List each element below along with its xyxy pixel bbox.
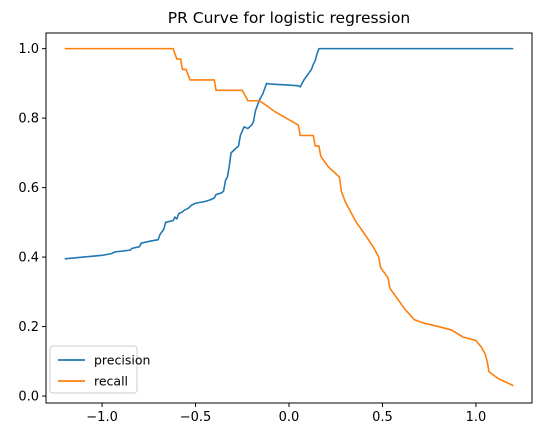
y-tick-label: 0.2 xyxy=(18,320,39,335)
x-tick-label: 0.5 xyxy=(372,410,393,425)
x-tick-label: −0.5 xyxy=(180,410,212,425)
y-tick-label: 1.0 xyxy=(18,42,39,57)
legend: precision recall xyxy=(49,345,150,394)
series-line-recall xyxy=(64,47,514,387)
series-layer xyxy=(64,47,514,387)
y-tick-label: 0.6 xyxy=(18,181,39,196)
x-tick-label: 0.0 xyxy=(279,410,300,425)
y-axis: 0.0 0.2 0.4 0.6 0.8 1.0 xyxy=(18,42,46,405)
x-tick-label: −1.0 xyxy=(86,410,118,425)
legend-label-precision: precision xyxy=(94,353,150,368)
y-tick-label: 0.0 xyxy=(18,390,39,405)
x-axis: −1.0 −0.5 0.0 0.5 1.0 xyxy=(86,403,486,425)
series-line-precision xyxy=(64,47,514,260)
legend-label-recall: recall xyxy=(94,374,128,389)
x-tick-label: 1.0 xyxy=(466,410,487,425)
y-tick-label: 0.8 xyxy=(18,112,39,127)
chart-title: PR Curve for logistic regression xyxy=(168,9,411,27)
y-tick-label: 0.4 xyxy=(18,251,39,266)
